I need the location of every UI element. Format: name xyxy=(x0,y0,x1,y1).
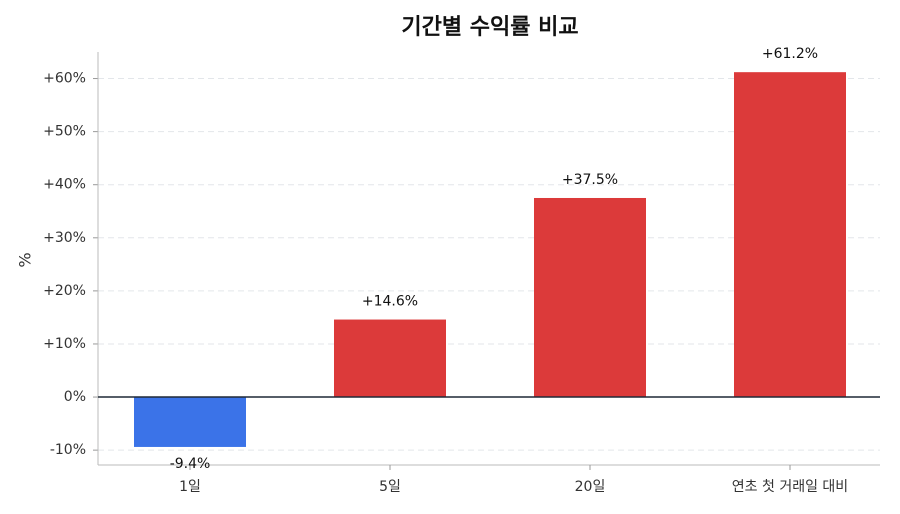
y-tick-label: +20% xyxy=(43,283,86,299)
value-label: +37.5% xyxy=(562,172,618,188)
bar xyxy=(134,397,246,447)
y-tick-label: +10% xyxy=(43,336,86,352)
y-tick-label: +40% xyxy=(43,177,86,193)
x-tick-label: 연초 첫 거래일 대비 xyxy=(732,479,848,495)
chart-title: 기간별 수익률 비교 xyxy=(401,15,578,40)
y-tick-label: 0% xyxy=(64,389,86,405)
y-tick-label: +60% xyxy=(43,71,86,87)
x-tick-label: 1일 xyxy=(179,479,201,495)
value-label: +61.2% xyxy=(762,46,818,62)
bar xyxy=(734,72,846,398)
value-label: -9.4% xyxy=(170,456,211,472)
value-label: +14.6% xyxy=(362,294,418,310)
y-tick-label: -10% xyxy=(50,442,86,458)
y-tick-label: +50% xyxy=(43,124,86,140)
bar xyxy=(534,197,646,398)
x-tick-label: 20일 xyxy=(575,479,606,495)
bar xyxy=(334,319,446,398)
y-axis-label: % xyxy=(16,252,35,267)
y-tick-label: +30% xyxy=(43,230,86,246)
x-tick-label: 5일 xyxy=(379,479,401,495)
